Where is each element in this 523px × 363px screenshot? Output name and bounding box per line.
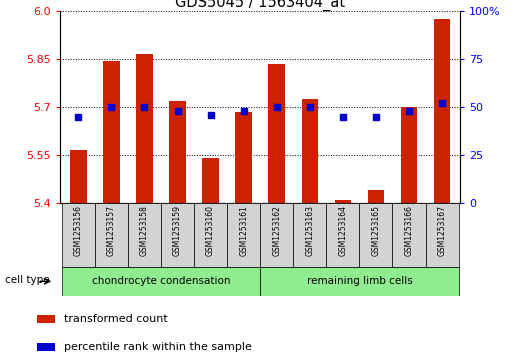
Bar	[202, 158, 219, 203]
Point	[140, 104, 149, 110]
Bar	[62, 203, 95, 267]
Text: GSM1253163: GSM1253163	[305, 205, 314, 256]
Bar	[260, 267, 459, 296]
Text: remaining limb cells: remaining limb cells	[306, 276, 412, 286]
Point	[339, 114, 347, 120]
Bar	[434, 19, 450, 203]
Point	[405, 108, 413, 114]
Text: GSM1253166: GSM1253166	[404, 205, 414, 256]
Text: cell type: cell type	[5, 275, 50, 285]
Bar	[37, 315, 55, 323]
Bar	[161, 203, 194, 267]
Text: GSM1253161: GSM1253161	[239, 205, 248, 256]
Point	[207, 112, 215, 118]
Point	[272, 104, 281, 110]
Bar	[62, 267, 260, 296]
Point	[240, 108, 248, 114]
Bar	[103, 61, 120, 203]
Bar	[70, 150, 87, 203]
Text: GSM1253165: GSM1253165	[371, 205, 380, 256]
Bar	[368, 191, 384, 203]
Bar	[227, 203, 260, 267]
Text: GSM1253157: GSM1253157	[107, 205, 116, 256]
Text: GSM1253159: GSM1253159	[173, 205, 182, 256]
Text: chondrocyte condensation: chondrocyte condensation	[92, 276, 230, 286]
Text: GSM1253158: GSM1253158	[140, 205, 149, 256]
Bar	[392, 203, 426, 267]
Bar	[260, 203, 293, 267]
Bar	[95, 203, 128, 267]
Point	[74, 114, 83, 120]
Text: GSM1253162: GSM1253162	[272, 205, 281, 256]
Bar	[401, 107, 417, 203]
Point	[107, 104, 116, 110]
Bar	[169, 101, 186, 203]
Bar	[302, 99, 318, 203]
Bar	[136, 54, 153, 203]
Text: transformed count: transformed count	[64, 314, 167, 324]
Bar	[235, 112, 252, 203]
Bar	[194, 203, 227, 267]
Bar	[37, 343, 55, 351]
Text: GSM1253164: GSM1253164	[338, 205, 347, 256]
Text: GSM1253167: GSM1253167	[438, 205, 447, 256]
Point	[305, 104, 314, 110]
Point	[173, 108, 181, 114]
Bar	[326, 203, 359, 267]
Text: percentile rank within the sample: percentile rank within the sample	[64, 342, 252, 352]
Point	[372, 114, 380, 120]
Bar	[293, 203, 326, 267]
Point	[438, 100, 446, 106]
Title: GDS5045 / 1563404_at: GDS5045 / 1563404_at	[175, 0, 345, 11]
Bar	[359, 203, 392, 267]
Bar	[128, 203, 161, 267]
Bar	[335, 200, 351, 203]
Bar	[426, 203, 459, 267]
Bar	[268, 64, 285, 203]
Text: GSM1253156: GSM1253156	[74, 205, 83, 256]
Text: GSM1253160: GSM1253160	[206, 205, 215, 256]
